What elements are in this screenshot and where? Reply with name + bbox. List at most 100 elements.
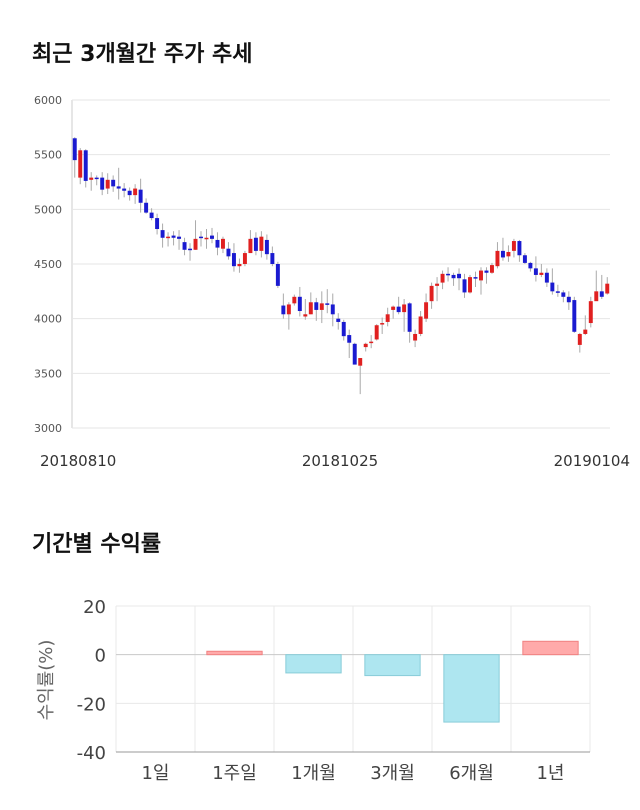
- candle-body: [424, 302, 429, 319]
- candle-body: [495, 250, 500, 267]
- candle-body: [528, 262, 533, 269]
- return-bar: [285, 654, 342, 674]
- candle-body: [166, 236, 171, 239]
- candle-body: [160, 230, 165, 238]
- y-tick-label: 4000: [34, 313, 62, 326]
- candle-body: [544, 272, 549, 283]
- candle-body: [231, 253, 236, 267]
- y-tick-label: 4500: [34, 258, 62, 271]
- candle-body: [111, 179, 116, 187]
- candle-body: [374, 325, 379, 340]
- x-date-label: 20181025: [302, 452, 378, 470]
- candle-body: [72, 138, 77, 161]
- candle-body: [248, 238, 253, 254]
- candle-body: [89, 177, 94, 180]
- candle-body: [473, 277, 478, 279]
- candle-body: [385, 314, 390, 322]
- category-label: 6개월: [449, 763, 494, 784]
- candle-body: [144, 202, 149, 213]
- price-candlestick-chart: 6000 5500 5000 4500 4000 3500 3000 20180810 2018…: [34, 94, 630, 470]
- candle-body: [193, 238, 198, 250]
- candle-body: [489, 265, 494, 273]
- candle-body: [588, 301, 593, 324]
- y-tick-label: 0: [95, 646, 106, 667]
- category-label: 1년: [536, 763, 564, 784]
- candle-body: [127, 190, 132, 196]
- candle-body: [308, 302, 313, 315]
- candle-body: [511, 241, 516, 251]
- candle-body: [264, 239, 269, 255]
- candle-body: [182, 242, 187, 250]
- candle-body: [188, 248, 193, 251]
- category-label: 1개월: [291, 763, 336, 784]
- x-date-label: 20190104: [554, 452, 630, 470]
- candle-body: [396, 306, 401, 313]
- candle-body: [303, 314, 308, 317]
- candle-body: [363, 343, 368, 348]
- candle-body: [105, 179, 110, 189]
- return-bar: [443, 654, 500, 723]
- candle-body: [446, 273, 451, 276]
- candle-body: [138, 189, 143, 203]
- candle-body: [583, 329, 588, 334]
- candle-body: [347, 335, 352, 343]
- candle-body: [479, 270, 483, 281]
- candle-body: [380, 323, 385, 325]
- candle-body: [605, 283, 610, 294]
- candle-body: [83, 150, 88, 181]
- candle-body: [533, 268, 538, 275]
- candle-body: [275, 264, 280, 286]
- candle-body: [566, 296, 571, 303]
- y-axis-title: 수익률(%): [36, 640, 57, 721]
- candle-body: [149, 212, 154, 219]
- candle-body: [297, 296, 302, 312]
- candle-body: [319, 303, 324, 310]
- price-trend-title: 최근 3개월간 주가 추세: [32, 42, 253, 67]
- candle-body: [122, 188, 127, 191]
- candle-body: [352, 343, 357, 365]
- return-bar: [522, 640, 579, 656]
- candle-body: [215, 239, 220, 248]
- candle-body: [171, 235, 176, 238]
- candle-body: [391, 306, 396, 310]
- return-bar: [364, 654, 421, 677]
- candle-body: [522, 255, 527, 263]
- category-label: 3개월: [370, 763, 415, 784]
- candle-body: [517, 241, 522, 256]
- candle-body: [237, 264, 242, 267]
- category-label: 1일: [141, 763, 169, 784]
- x-date-label: 20180810: [40, 452, 116, 470]
- category-label: 1주일: [212, 763, 257, 784]
- candle-body: [226, 248, 231, 257]
- candle-body: [242, 253, 247, 264]
- candle-body: [561, 292, 566, 297]
- candle-body: [594, 291, 599, 302]
- candle-body: [402, 304, 407, 313]
- y-tick-label: 3000: [34, 422, 62, 435]
- candle-body: [292, 296, 297, 304]
- y-tick-label: 3500: [34, 367, 62, 380]
- y-tick-label: 5000: [34, 203, 62, 216]
- candle-body: [599, 291, 604, 297]
- candle-body: [259, 236, 264, 251]
- candle-body: [116, 186, 121, 189]
- candle-body: [358, 358, 363, 366]
- candle-body: [500, 250, 505, 258]
- candle-body: [220, 238, 225, 249]
- candle-body: [550, 282, 555, 292]
- candle-body: [210, 235, 214, 239]
- candle-body: [506, 251, 511, 257]
- candle-body: [286, 304, 291, 315]
- candle-body: [462, 279, 467, 293]
- candle-body: [199, 236, 203, 239]
- candle-body: [336, 318, 341, 322]
- candle-body: [177, 236, 182, 239]
- candle-body: [577, 333, 582, 345]
- candle-body: [155, 218, 160, 230]
- candle-body: [78, 150, 83, 178]
- candle-body: [204, 237, 209, 240]
- candle-body: [555, 291, 560, 293]
- candle-body: [369, 341, 374, 344]
- y-tick-label: 6000: [34, 94, 62, 107]
